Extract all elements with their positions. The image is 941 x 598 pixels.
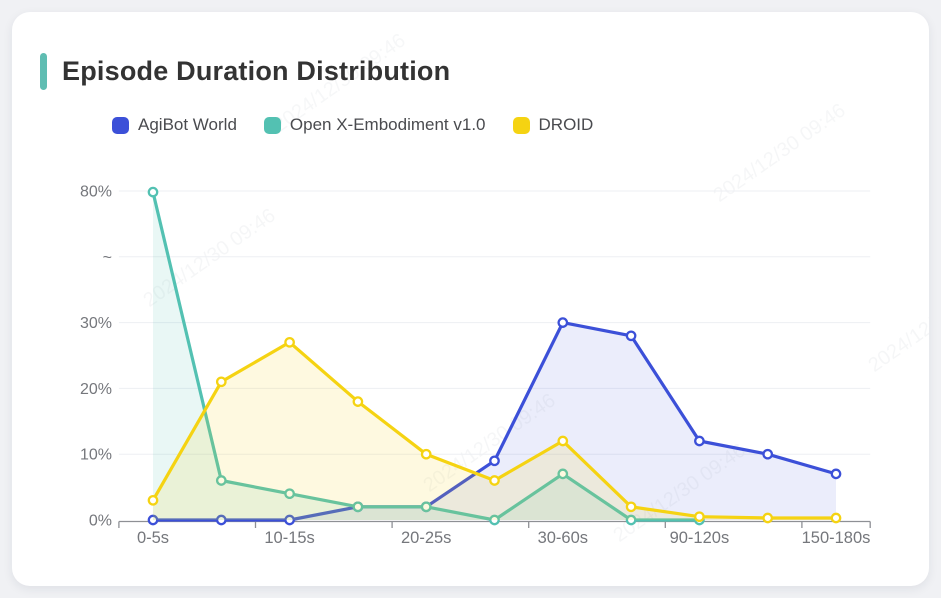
legend-label: AgiBot World: [138, 115, 237, 134]
x-axis-labels: 0-5s 10-15s 20-25s 30-60s 90-120s 150-180s: [137, 529, 870, 547]
data-point-marker[interactable]: [420, 448, 432, 460]
data-point-marker[interactable]: [284, 488, 295, 500]
data-point-marker[interactable]: [147, 514, 159, 526]
data-point-marker[interactable]: [147, 494, 159, 506]
chart-title: Episode Duration Distribution: [62, 56, 451, 86]
card-header: Episode Duration Distribution: [40, 53, 450, 90]
data-point-marker[interactable]: [489, 455, 500, 467]
x-axis-tick-label: 10-15s: [264, 529, 314, 547]
legend-swatch: [112, 116, 129, 134]
data-point-marker[interactable]: [762, 512, 774, 524]
data-point-marker[interactable]: [625, 330, 637, 342]
y-axis-tick-label: 0%: [89, 513, 112, 530]
legend-item-open-x-embodiment-v1-0[interactable]: Open X-Embodiment v1.0: [263, 115, 486, 135]
data-point-marker[interactable]: [352, 501, 364, 513]
x-axis-tick-label: 90-120s: [670, 529, 730, 547]
legend-label: Open X-Embodiment v1.0: [289, 115, 486, 134]
legend-swatch: [512, 116, 530, 134]
data-point-marker[interactable]: [352, 396, 364, 407]
data-point-marker[interactable]: [489, 514, 500, 526]
legend-item-agibot-world[interactable]: AgiBot World: [112, 115, 237, 135]
data-point-marker[interactable]: [147, 186, 159, 198]
x-axis-tick-label: 30-60s: [538, 529, 588, 547]
x-axis-tick-label: 150-180s: [802, 529, 871, 547]
legend-label: DROID: [538, 115, 594, 134]
chart-canvas[interactable]: 0% 10% 20% 30% ~80% 0-5s 10-15s 20-25s 30-60s 90-…: [12, 12, 929, 586]
data-point-marker[interactable]: [694, 511, 705, 523]
legend-swatch: [263, 116, 281, 134]
series-area: [153, 342, 836, 520]
data-point-marker[interactable]: [557, 468, 569, 480]
y-axis-labels: 0% 10% 20% 30% ~80%: [80, 184, 112, 530]
data-point-marker[interactable]: [420, 501, 432, 513]
data-point-marker[interactable]: [762, 448, 774, 460]
data-point-marker[interactable]: [557, 435, 569, 447]
chart-card: 2024/12/30 09:462024/12/30 09:462024/12/…: [12, 12, 929, 586]
y-axis-tick-label: 10%: [80, 447, 112, 464]
data-point-marker[interactable]: [284, 336, 295, 348]
x-axis-tick-label: 20-25s: [401, 529, 451, 547]
data-point-marker[interactable]: [694, 435, 705, 447]
legend-item-droid[interactable]: DROID: [512, 115, 594, 135]
data-point-marker[interactable]: [830, 468, 842, 480]
y-axis-tick-label: 20%: [80, 381, 112, 398]
title-accent-bar: [40, 53, 47, 90]
y-axis-tick-label: ~: [103, 249, 112, 266]
data-point-marker[interactable]: [625, 501, 637, 513]
y-axis-tick-label: 80%: [80, 184, 112, 201]
y-axis-tick-label: 30%: [80, 315, 112, 332]
series-area: [153, 192, 700, 520]
data-point-marker[interactable]: [215, 475, 227, 486]
data-point-marker[interactable]: [557, 317, 569, 328]
gridlines: [118, 190, 871, 455]
series-area: [153, 322, 836, 520]
data-point-marker[interactable]: [284, 514, 295, 526]
data-point-marker[interactable]: [625, 514, 637, 526]
data-point-marker[interactable]: [489, 475, 500, 486]
data-point-marker[interactable]: [830, 512, 842, 524]
series-open-x-embodiment-v1-0: [147, 186, 705, 526]
x-axis-tick-label: 0-5s: [137, 529, 169, 547]
legend: AgiBot World Open X-Embodiment v1.0 DROID: [112, 115, 593, 135]
data-point-marker[interactable]: [215, 376, 227, 388]
series-droid: [147, 336, 842, 524]
data-point-marker[interactable]: [215, 514, 227, 526]
